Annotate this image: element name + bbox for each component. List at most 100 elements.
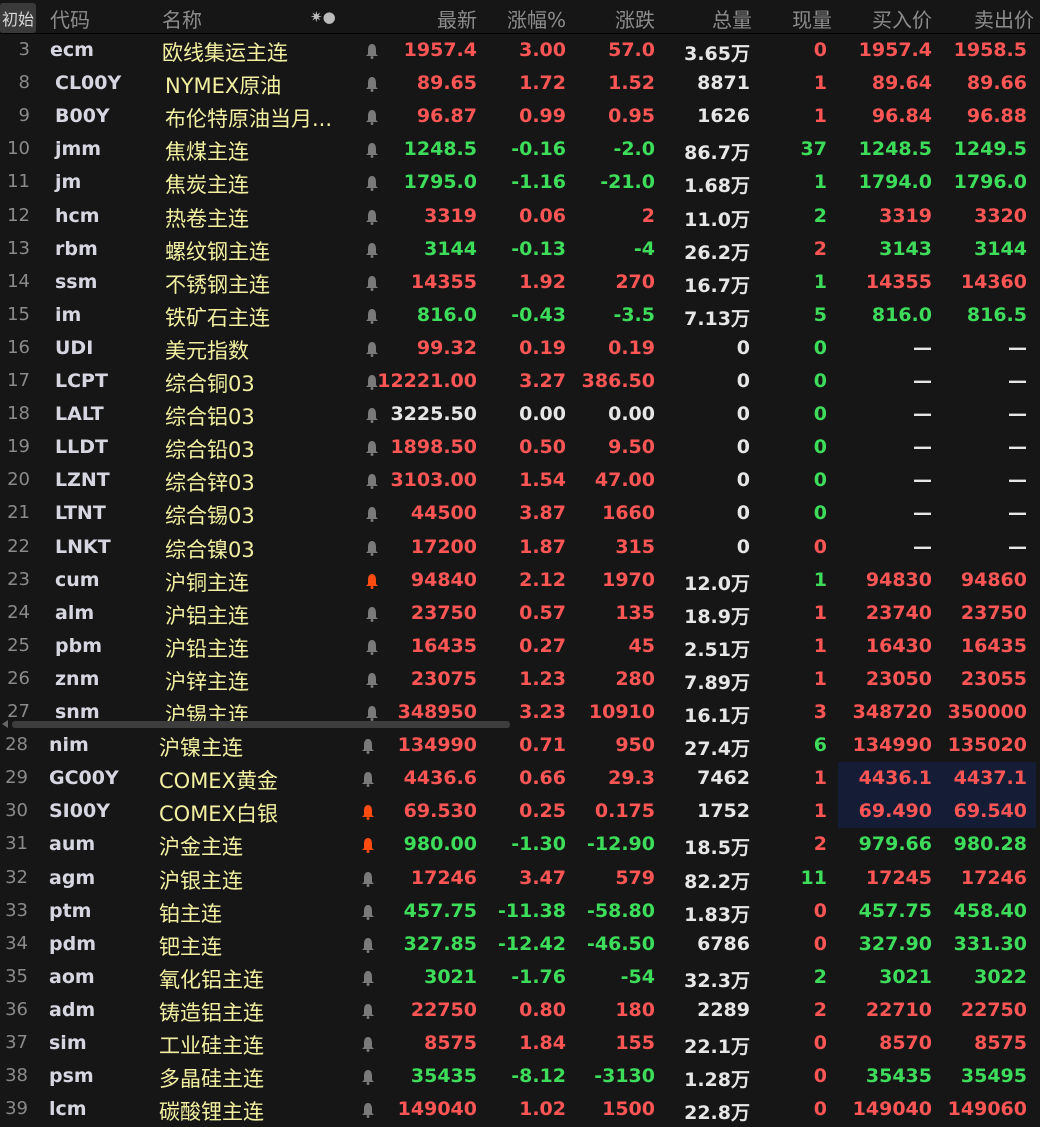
alert-bell-icon[interactable] [361,1101,375,1119]
alert-bell-icon[interactable] [365,406,379,424]
table-row[interactable]: 20 LZNT 综合锌03 3103.00 1.54 47.00 0 0 — — [0,464,1040,497]
table-row[interactable]: 22 LNKT 综合镍03 17200 1.87 315 0 0 — — [0,531,1040,564]
alert-bell-icon[interactable] [361,737,375,755]
row-number: 21 [7,502,30,524]
alert-bell-icon[interactable] [365,572,379,589]
table-row[interactable]: 9 B00Y 布伦特原油当月... 96.87 0.99 0.95 1626 1 96.84 96… [0,100,1040,133]
alert-bell-icon[interactable] [365,671,379,688]
code-cell: CL00Y [55,72,122,95]
ask-cell: 69.540 [953,800,1027,823]
table-row[interactable]: 24 alm 沪铝主连 23750 0.57 135 18.9万 1 23740 23750 [0,597,1040,630]
alert-bell-icon[interactable] [365,605,379,622]
table-row[interactable]: 39 lcm 碳酸锂主连 149040 1.02 1500 22.8万 0 149040 1490… [0,1093,1040,1126]
bid-cell: — [913,535,932,558]
chg-cell: -46.50 [587,932,655,955]
table-row[interactable]: 13 rbm 螺纹钢主连 3144 -0.13 -4 26.2万 2 3143 3144 [0,233,1040,266]
ask-cell: 816.5 [966,303,1027,326]
alert-bell-icon[interactable] [361,903,375,920]
alert-bell-icon[interactable] [361,770,375,788]
alert-bell-icon[interactable] [365,174,379,192]
alert-bell-icon[interactable] [365,208,379,225]
alert-bell-icon[interactable] [365,373,379,390]
volume-cell: 0 [736,336,750,359]
alert-bell-icon[interactable] [361,870,375,887]
table-row[interactable]: 18 LALT 综合铝03 3225.50 0.00 0.00 0 0 — — [0,398,1040,431]
alert-bell-icon[interactable] [361,1068,375,1086]
table-row[interactable]: 16 UDI 美元指数 99.32 0.19 0.19 0 0 — — [0,332,1040,365]
scroll-left-icon[interactable] [2,720,8,728]
table-row[interactable]: 30 SI00Y COMEX白银 69.530 0.25 0.175 1752 1 69.490… [0,795,1040,828]
alert-bell-icon[interactable] [361,1035,375,1052]
table-row[interactable]: 14 ssm 不锈钢主连 14355 1.92 270 16.7万 1 14355 14360 [0,266,1040,299]
bid-cell: — [913,469,932,492]
table-row[interactable]: 32 agm 沪银主连 17246 3.47 579 82.2万 11 17245 17246 [0,862,1040,895]
pct-cell: 0.66 [519,767,566,790]
last-cell: 3319 [424,204,477,227]
table-row[interactable]: 10 jmm 焦煤主连 1248.5 -0.16 -2.0 86.7万 37 1248.5 124… [0,133,1040,166]
table-row[interactable]: 36 adm 铸造铝主连 22750 0.80 180 2289 2 22710 22750 [0,994,1040,1027]
table-row[interactable]: 25 pbm 沪铅主连 16435 0.27 45 2.51万 1 16430 16435 [0,630,1040,663]
name-cell: 沪银主连 [159,868,243,893]
alert-bell-icon[interactable] [365,704,379,721]
alert-bell-icon[interactable] [361,836,375,854]
alert-bell-icon[interactable] [365,505,379,523]
col-vol[interactable]: 总量 [712,8,752,32]
alert-bell-icon[interactable] [365,472,379,490]
alert-bell-icon[interactable] [365,141,379,159]
current-volume-cell: 1 [813,601,827,624]
alert-bell-icon[interactable] [361,1002,375,1019]
row-number: 20 [7,469,30,491]
table-row[interactable]: 26 znm 沪锌主连 23075 1.23 280 7.89万 1 23050 23055 [0,663,1040,696]
table-row[interactable]: 21 LTNT 综合锡03 44500 3.87 1660 0 0 — — [0,497,1040,530]
table-row[interactable]: 29 GC00Y COMEX黄金 4436.6 0.66 29.3 7462 1 4436.1 4… [0,762,1040,795]
table-row[interactable]: 8 CL00Y NYMEX原油 89.65 1.72 1.52 8871 1 89.64 89.6… [0,67,1040,100]
last-cell: 980.00 [403,833,477,856]
init-button[interactable]: 初始 [0,3,37,33]
pct-cell: 3.23 [519,701,566,723]
alert-bell-icon[interactable] [365,108,379,126]
alert-bell-icon[interactable] [361,803,375,821]
table-row[interactable]: 17 LCPT 综合铜03 12221.00 3.27 386.50 0 0 — — [0,365,1040,398]
table-row[interactable]: 3 ecm 欧线集运主连 1957.4 3.00 57.0 3.65万 0 1957.4 1958… [0,34,1040,67]
code-cell: pdm [49,932,96,955]
alert-bell-icon[interactable] [361,969,375,986]
alert-bell-icon[interactable] [365,241,379,258]
table-row[interactable]: 11 jm 焦炭主连 1795.0 -1.16 -21.0 1.68万 1 1794.0 1796… [0,166,1040,199]
horizontal-scrollbar[interactable] [12,721,510,728]
col-bid[interactable]: 买入价 [872,8,932,32]
alert-bell-icon[interactable] [365,307,379,324]
alert-bell-icon[interactable] [365,42,379,59]
alert-bell-icon[interactable] [365,340,379,357]
pct-cell: 1.87 [519,535,566,558]
alert-bell-icon[interactable] [365,638,379,655]
col-name[interactable]: 名称 [162,8,202,32]
table-row[interactable]: 19 LLDT 综合铅03 1898.50 0.50 9.50 0 0 — — [0,431,1040,464]
alert-bell-icon[interactable] [365,539,379,556]
table-row[interactable]: 37 sim 工业硅主连 8575 1.84 155 22.1万 0 8570 8575 [0,1027,1040,1060]
table-row[interactable]: 38 psm 多晶硅主连 35435 -8.12 -3130 1.28万 0 35435 3549… [0,1060,1040,1093]
table-row[interactable]: 35 aom 氧化铝主连 3021 -1.76 -54 32.3万 2 3021 3022 [0,961,1040,994]
col-last[interactable]: 最新 [437,8,477,32]
alert-bell-icon[interactable] [365,274,379,291]
row-number: 13 [7,237,30,259]
table-row[interactable]: 34 pdm 钯主连 327.85 -12.42 -46.50 6786 0 327.90 331… [0,928,1040,961]
table-row[interactable]: 23 cum 沪铜主连 94840 2.12 1970 12.0万 1 94830 94860 [0,564,1040,597]
col-cur[interactable]: 现量 [792,8,832,32]
alert-bell-icon[interactable] [365,439,379,457]
col-ask[interactable]: 卖出价 [974,8,1034,32]
col-chg[interactable]: 涨跌 [615,8,655,32]
table-row[interactable]: 15 im 铁矿石主连 816.0 -0.43 -3.5 7.13万 5 816.0 816.5 [0,299,1040,332]
alert-bell-icon[interactable] [365,75,379,93]
alert-bell-icon[interactable] [361,936,375,953]
chg-cell: 2 [641,204,655,227]
col-code[interactable]: 代码 [50,8,90,32]
table-row[interactable]: 31 aum 沪金主连 980.00 -1.30 -12.90 18.5万 2 979.66 98… [0,828,1040,861]
ask-cell: 149060 [947,1098,1027,1121]
col-pct[interactable]: 涨幅% [506,8,566,32]
header-settings-icon[interactable]: ✷● [310,8,336,26]
table-row[interactable]: 12 hcm 热卷主连 3319 0.06 2 11.0万 2 3319 3320 [0,200,1040,233]
table-row[interactable]: 33 ptm 铂主连 457.75 -11.38 -58.80 1.83万 0 457.75 45… [0,895,1040,928]
ask-cell: 1249.5 [953,138,1027,161]
table-row[interactable]: 28 nim 沪镍主连 134990 0.71 950 27.4万 6 134990 135020 [0,729,1040,762]
volume-cell: 7.89万 [684,671,750,694]
